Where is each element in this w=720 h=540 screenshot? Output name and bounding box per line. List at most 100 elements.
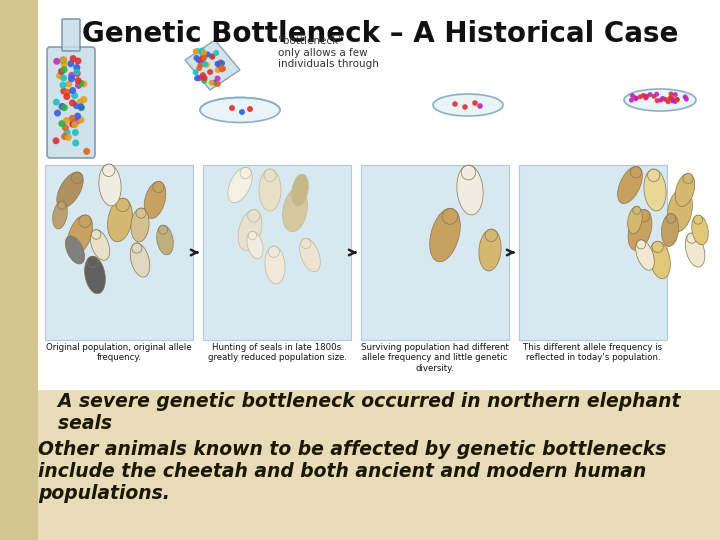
Ellipse shape xyxy=(53,201,67,229)
Circle shape xyxy=(200,72,206,78)
FancyBboxPatch shape xyxy=(62,19,80,51)
Circle shape xyxy=(229,105,235,111)
Circle shape xyxy=(53,99,60,106)
Ellipse shape xyxy=(238,210,262,251)
Circle shape xyxy=(116,198,130,212)
Circle shape xyxy=(54,110,61,117)
Circle shape xyxy=(269,246,279,258)
Circle shape xyxy=(66,80,72,87)
Ellipse shape xyxy=(131,208,149,242)
Ellipse shape xyxy=(157,225,174,255)
Circle shape xyxy=(630,93,635,98)
Circle shape xyxy=(79,215,91,227)
Circle shape xyxy=(248,210,260,222)
Circle shape xyxy=(74,57,81,64)
Circle shape xyxy=(74,113,81,120)
Circle shape xyxy=(58,103,66,110)
Circle shape xyxy=(301,239,311,248)
Ellipse shape xyxy=(247,231,263,259)
Circle shape xyxy=(658,98,663,103)
FancyBboxPatch shape xyxy=(47,47,95,158)
Text: "bottleneck"
only allows a few
individuals through: "bottleneck" only allows a few individua… xyxy=(278,36,379,69)
Ellipse shape xyxy=(692,215,708,245)
Text: Other animals known to be affected by genetic bottlenecks
include the cheetah an: Other animals known to be affected by ge… xyxy=(38,440,667,503)
Circle shape xyxy=(201,55,207,60)
Circle shape xyxy=(69,121,76,128)
Ellipse shape xyxy=(624,89,696,111)
Circle shape xyxy=(220,66,226,72)
Circle shape xyxy=(462,165,476,180)
Circle shape xyxy=(197,62,204,68)
Circle shape xyxy=(652,94,657,99)
Circle shape xyxy=(60,57,66,64)
Circle shape xyxy=(641,93,646,98)
Circle shape xyxy=(60,56,68,63)
Bar xyxy=(38,0,720,390)
Circle shape xyxy=(638,210,650,222)
Circle shape xyxy=(693,215,703,224)
Circle shape xyxy=(219,66,225,72)
Circle shape xyxy=(215,76,220,82)
Text: Original population, original allele
frequency.: Original population, original allele fre… xyxy=(46,343,192,362)
Ellipse shape xyxy=(644,169,666,211)
Ellipse shape xyxy=(433,94,503,116)
Circle shape xyxy=(194,55,199,61)
Ellipse shape xyxy=(430,208,460,262)
Ellipse shape xyxy=(628,206,642,234)
Text: Surviving population had different
allele frequency and little genetic
diversity: Surviving population had different allel… xyxy=(361,343,509,373)
Circle shape xyxy=(58,120,66,127)
Circle shape xyxy=(87,256,99,267)
Circle shape xyxy=(197,75,202,81)
Circle shape xyxy=(73,70,81,77)
Circle shape xyxy=(634,96,639,100)
Ellipse shape xyxy=(90,230,109,260)
Circle shape xyxy=(665,99,670,104)
Circle shape xyxy=(80,96,87,103)
Ellipse shape xyxy=(628,210,652,251)
Circle shape xyxy=(84,148,90,155)
Circle shape xyxy=(71,172,83,184)
Circle shape xyxy=(672,92,678,97)
Circle shape xyxy=(667,96,672,101)
Circle shape xyxy=(660,96,665,101)
Bar xyxy=(38,390,720,540)
Circle shape xyxy=(68,72,75,79)
Ellipse shape xyxy=(479,229,501,271)
Circle shape xyxy=(78,80,84,87)
Circle shape xyxy=(683,94,688,99)
Ellipse shape xyxy=(57,172,84,208)
Ellipse shape xyxy=(282,188,307,232)
Circle shape xyxy=(132,243,142,253)
Circle shape xyxy=(60,66,68,73)
Circle shape xyxy=(70,120,76,127)
Ellipse shape xyxy=(662,213,678,246)
Circle shape xyxy=(207,69,213,75)
Ellipse shape xyxy=(107,198,132,242)
Circle shape xyxy=(192,70,199,76)
Circle shape xyxy=(654,98,660,103)
Circle shape xyxy=(59,103,66,110)
Circle shape xyxy=(213,50,219,56)
Circle shape xyxy=(64,89,71,96)
Circle shape xyxy=(684,97,689,102)
Ellipse shape xyxy=(300,238,320,272)
Circle shape xyxy=(63,93,71,100)
Circle shape xyxy=(672,99,678,104)
Circle shape xyxy=(477,103,483,109)
Circle shape xyxy=(73,69,81,76)
Circle shape xyxy=(78,104,85,111)
Circle shape xyxy=(202,61,208,67)
Circle shape xyxy=(648,92,652,97)
Circle shape xyxy=(71,92,78,99)
Circle shape xyxy=(60,82,66,89)
Circle shape xyxy=(219,60,225,66)
Circle shape xyxy=(675,97,680,103)
Circle shape xyxy=(194,75,200,81)
Bar xyxy=(203,165,351,340)
Ellipse shape xyxy=(200,98,280,123)
Circle shape xyxy=(634,96,639,101)
Circle shape xyxy=(643,94,648,99)
Circle shape xyxy=(210,53,215,59)
Circle shape xyxy=(153,181,164,193)
Circle shape xyxy=(68,75,75,82)
